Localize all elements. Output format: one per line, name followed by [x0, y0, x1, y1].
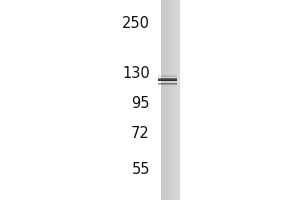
Bar	[166, 0, 167, 200]
Bar	[161, 0, 162, 200]
Bar	[176, 0, 177, 200]
Bar	[174, 0, 175, 200]
Bar	[163, 0, 164, 200]
Text: 250: 250	[122, 17, 150, 31]
Bar	[158, 79, 177, 80]
Bar	[169, 0, 170, 200]
Bar	[172, 0, 173, 200]
Text: 130: 130	[122, 66, 150, 80]
Bar	[172, 0, 173, 200]
Bar	[168, 0, 169, 200]
Bar	[179, 0, 180, 200]
Bar	[178, 0, 179, 200]
Text: 55: 55	[131, 162, 150, 178]
Bar	[177, 0, 178, 200]
Bar	[158, 80, 177, 81]
Bar	[165, 0, 166, 200]
Bar	[178, 0, 179, 200]
Bar	[158, 83, 177, 84]
Bar	[160, 0, 161, 200]
Bar	[168, 0, 169, 200]
Bar	[164, 0, 165, 200]
Bar	[171, 0, 172, 200]
Bar	[158, 74, 177, 75]
Bar	[165, 0, 166, 200]
Bar	[158, 76, 177, 77]
Bar	[175, 0, 176, 200]
Bar	[173, 0, 174, 200]
Bar	[171, 0, 172, 200]
Bar	[158, 84, 177, 85]
Bar	[177, 0, 178, 200]
Bar	[169, 0, 170, 200]
Bar	[158, 78, 177, 79]
Bar	[164, 0, 165, 200]
Bar	[167, 0, 168, 200]
Text: 72: 72	[131, 126, 150, 140]
Bar	[176, 0, 177, 200]
Bar	[170, 0, 171, 200]
Bar	[173, 0, 174, 200]
Bar	[179, 0, 180, 200]
Bar	[174, 0, 175, 200]
Bar	[161, 0, 162, 200]
Bar	[158, 75, 177, 76]
Bar	[167, 0, 168, 200]
Bar	[166, 0, 167, 200]
Text: 95: 95	[131, 96, 150, 110]
Bar	[162, 0, 163, 200]
Bar	[158, 87, 177, 88]
Bar	[170, 0, 171, 200]
Bar	[163, 0, 164, 200]
